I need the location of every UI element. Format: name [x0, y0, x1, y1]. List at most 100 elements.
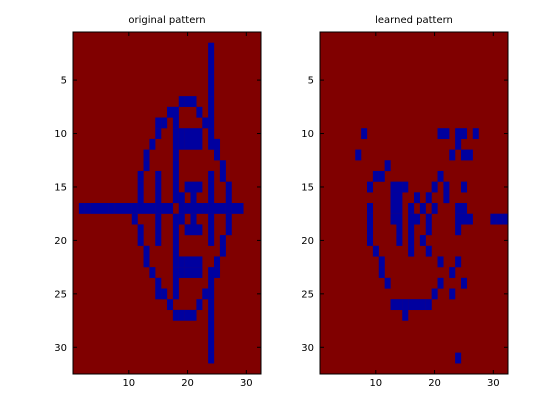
y-tick-label: 15 — [301, 182, 314, 193]
heatmap-cell — [208, 331, 215, 343]
x-tick-label: 10 — [122, 378, 135, 389]
heatmap-cell — [149, 267, 156, 278]
heatmap-cell — [225, 213, 232, 225]
heatmap-cell — [172, 138, 179, 150]
heatmap-cell — [372, 245, 379, 257]
heatmap-cell — [196, 138, 203, 150]
heatmap-cell — [190, 128, 197, 140]
heatmap-cell — [155, 117, 162, 129]
heatmap-cell — [184, 181, 191, 193]
y-tick-label: 5 — [308, 76, 314, 87]
heatmap-cell — [137, 235, 144, 246]
heatmap-cell — [225, 181, 232, 193]
heatmap-cell — [137, 203, 144, 214]
heatmap-cell — [208, 213, 215, 225]
heatmap-cell — [461, 149, 468, 161]
heatmap-cell — [378, 256, 385, 268]
heatmap-cell — [214, 138, 221, 150]
heatmap-cell — [149, 138, 156, 150]
heatmap-cell — [449, 149, 456, 161]
heatmap-cell — [208, 53, 215, 65]
y-tick-label: 20 — [301, 236, 314, 247]
heatmap-cell — [472, 128, 479, 140]
heatmap-cell — [155, 192, 162, 204]
heatmap-cell — [178, 192, 185, 204]
heatmap-cell — [461, 213, 468, 225]
heatmap-cell — [208, 277, 215, 289]
heatmap-cell — [196, 256, 203, 268]
heatmap-cell — [172, 309, 179, 321]
heatmap-cell — [437, 170, 444, 182]
heatmap-cell — [208, 299, 215, 311]
heatmap-cell — [167, 106, 174, 118]
heatmap-cell — [214, 203, 221, 214]
heatmap-cell — [237, 203, 244, 214]
heatmap-cell — [172, 277, 179, 289]
heatmap-cell — [184, 267, 191, 278]
heatmap-cell — [172, 149, 179, 161]
heatmap-cell — [114, 203, 121, 214]
heatmap-cell — [143, 149, 150, 161]
heatmap-cell — [396, 213, 403, 225]
heatmap-cell — [178, 267, 185, 278]
heatmap-cell — [208, 341, 215, 353]
heatmap-cell — [143, 203, 150, 214]
y-tick-label: 15 — [54, 182, 67, 193]
heatmap-cell — [196, 128, 203, 140]
heatmap-cell — [208, 235, 215, 246]
heatmap-cell — [137, 170, 144, 182]
heatmap-cell — [225, 224, 232, 236]
heatmap-cell — [396, 181, 403, 193]
heatmap-cell — [208, 170, 215, 182]
heatmap-cell — [167, 203, 174, 214]
heatmap-cell — [402, 309, 409, 321]
heatmap-cell — [190, 213, 197, 225]
heatmap-cell — [96, 203, 103, 214]
heatmap-cell — [437, 128, 444, 140]
heatmap-cell — [190, 96, 197, 107]
heatmap-cell — [455, 138, 462, 150]
heatmap-cell — [461, 203, 468, 214]
heatmap-cell — [425, 299, 432, 311]
heatmap-cell — [161, 203, 168, 214]
heatmap-cell — [425, 213, 432, 225]
heatmap-cell — [172, 160, 179, 172]
heatmap-cell — [208, 74, 215, 86]
heatmap-cell — [390, 192, 397, 204]
heatmap-cell — [496, 213, 503, 225]
x-tick-label: 20 — [428, 378, 441, 389]
heatmap-cell — [208, 85, 215, 97]
heatmap-cell — [390, 203, 397, 214]
heatmap-cell — [455, 128, 462, 140]
heatmap-cell — [184, 224, 191, 236]
y-tick-label: 5 — [61, 76, 67, 87]
x-tick-label: 10 — [369, 378, 382, 389]
heatmap-cell — [172, 170, 179, 182]
axes-frame — [319, 31, 509, 375]
heatmap-cell — [443, 181, 450, 193]
heatmap-cell — [355, 149, 362, 161]
y-tick-label: 25 — [54, 289, 67, 300]
heatmap-cell — [172, 106, 179, 118]
heatmap-cell — [219, 245, 226, 257]
heatmap-cell — [443, 192, 450, 204]
heatmap-cell — [184, 128, 191, 140]
heatmap-cell — [172, 288, 179, 300]
heatmap-cell — [172, 267, 179, 278]
heatmap-cell — [219, 235, 226, 246]
heatmap-cell — [155, 277, 162, 289]
heatmap-cell — [131, 213, 138, 225]
heatmap-cell — [102, 203, 109, 214]
heatmap-cell — [155, 224, 162, 236]
heatmap-cell — [208, 42, 215, 54]
heatmap-cell — [155, 181, 162, 193]
heatmap-cell — [425, 192, 432, 204]
heatmap-cell — [384, 277, 391, 289]
heatmap-cell — [367, 181, 374, 193]
heatmap-cell — [225, 203, 232, 214]
heatmap-cell — [208, 106, 215, 118]
heatmap-cell — [202, 117, 209, 129]
heatmap-cell — [414, 192, 421, 204]
heatmap-cell — [455, 203, 462, 214]
heatmap-cell — [502, 213, 509, 225]
